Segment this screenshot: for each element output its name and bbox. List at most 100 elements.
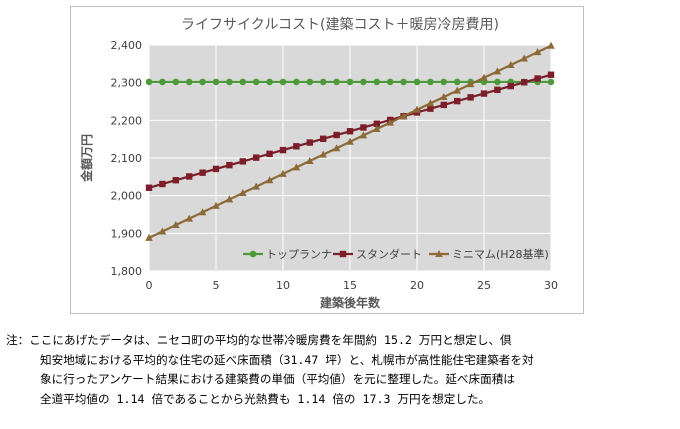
y-tick-label: 2,400 (111, 39, 143, 52)
data-point-series-0 (319, 78, 327, 86)
data-point-series-2 (252, 182, 260, 190)
data-point-series-2 (172, 221, 180, 229)
x-tick-label: 20 (410, 279, 424, 292)
data-point-series-2 (453, 86, 461, 94)
data-point-series-1 (480, 90, 488, 97)
data-point-series-1 (360, 124, 367, 131)
data-point-series-0 (346, 78, 354, 86)
data-point-series-0 (159, 78, 166, 86)
data-point-series-1 (534, 75, 541, 82)
data-point-series-0 (547, 78, 555, 86)
footnote-line: 全道平均値の 1.14 倍であることから光熱費も 1.14 倍の 17.3 万円… (40, 391, 491, 406)
data-point-series-1 (239, 158, 246, 165)
data-point-series-1 (199, 169, 206, 176)
y-tick-label: 2,100 (111, 152, 143, 165)
y-tick-label: 2,300 (111, 77, 143, 90)
data-point-series-1 (212, 165, 220, 173)
x-tick-label: 5 (213, 279, 220, 292)
data-point-series-1 (266, 150, 273, 158)
data-point-series-0 (266, 78, 273, 86)
legend-label: スタンダート (356, 247, 422, 261)
data-point-series-1 (320, 135, 327, 142)
data-point-series-2 (225, 195, 234, 203)
data-point-series-1 (159, 180, 166, 188)
data-point-series-1 (279, 146, 287, 154)
x-axis-label: 建築後年数 (319, 295, 381, 310)
data-point-series-2 (332, 144, 341, 152)
x-tick-label: 25 (477, 279, 491, 292)
footnote-line: 注：ここにあげたデータは、ニセコ町の平均的な世帯冷暖房費を年間約 15.2 万円… (6, 333, 512, 347)
data-point-series-2 (386, 118, 394, 126)
data-point-series-0 (440, 78, 448, 86)
data-point-series-1 (226, 161, 233, 169)
data-point-series-0 (226, 78, 233, 86)
x-tick-label: 15 (343, 279, 357, 292)
data-point-series-1 (521, 79, 528, 86)
legend-marker (339, 250, 347, 258)
data-point-series-0 (494, 78, 501, 86)
chart-container: ライフサイクルコスト(建築コスト＋暖房冷房費用) 1,800 1,900 2,000 2… (70, 6, 584, 314)
data-point-series-1 (440, 101, 447, 109)
data-point-series-2 (265, 176, 274, 184)
data-point-series-0 (373, 78, 381, 86)
data-point-series-0 (145, 78, 153, 86)
data-point-series-2 (466, 80, 475, 88)
data-point-series-1 (427, 105, 434, 112)
data-point-series-2 (239, 189, 247, 197)
data-point-series-2 (185, 214, 193, 222)
y-tick-label: 2,200 (111, 114, 143, 127)
data-point-series-1 (145, 184, 153, 191)
data-point-series-1 (346, 128, 354, 135)
x-tick-label: 10 (276, 279, 290, 292)
data-point-series-2 (158, 227, 167, 235)
data-point-series-0 (386, 78, 394, 86)
data-point-series-2 (440, 92, 448, 100)
data-point-series-1 (547, 71, 555, 78)
legend-marker (249, 250, 257, 258)
data-point-series-2 (212, 201, 220, 209)
data-point-series-2 (413, 105, 421, 113)
data-point-series-0 (400, 78, 407, 86)
chart-title: ライフサイクルコスト(建築コスト＋暖房冷房費用) (181, 17, 499, 33)
data-point-series-2 (306, 157, 314, 165)
data-point-series-2 (399, 112, 408, 120)
data-point-series-2 (426, 99, 435, 107)
data-point-series-1 (333, 131, 340, 139)
data-point-series-1 (467, 94, 474, 101)
line-chart: ライフサイクルコスト(建築コスト＋暖房冷房費用) 1,800 1,900 2,000 2… (79, 17, 558, 310)
footnote-line: 知安地域における平均的な住宅の延べ床面積（31.47 坪）と、札幌市が高性能住宅… (40, 352, 534, 367)
data-point-series-0 (239, 78, 247, 86)
data-point-series-2 (359, 131, 368, 139)
data-point-series-0 (360, 78, 367, 86)
y-tick-label: 1,900 (111, 227, 143, 240)
data-point-series-1 (494, 86, 501, 94)
legend-label: ミニマム(H28基準) (452, 247, 549, 261)
data-point-series-0 (199, 78, 206, 86)
y-axis-label: 金額万円 (79, 134, 94, 183)
footnote: 注：ここにあげたデータは、ニセコ町の平均的な世帯冷暖房費を年間約 15.2 万円… (6, 331, 674, 409)
data-point-series-1 (507, 82, 514, 90)
footnote-line: 象に行ったアンケート結果における建築費の単価（平均値）を元に整理した。延べ床面積… (40, 372, 515, 386)
data-point-series-2 (319, 150, 327, 158)
data-point-series-0 (212, 78, 220, 86)
data-point-series-1 (172, 177, 179, 184)
data-point-series-2 (533, 48, 542, 56)
data-point-series-2 (547, 41, 555, 49)
legend-marker (435, 250, 443, 257)
data-point-series-2 (493, 67, 502, 75)
data-point-series-0 (172, 78, 180, 86)
data-point-series-2 (198, 208, 207, 216)
data-point-series-0 (453, 78, 461, 86)
data-point-series-2 (279, 169, 287, 177)
legend-label: トップランナ (266, 248, 332, 261)
data-point-series-1 (373, 120, 380, 127)
data-point-series-1 (306, 139, 313, 146)
data-point-series-0 (306, 78, 314, 86)
data-point-series-2 (346, 137, 354, 145)
data-point-series-2 (292, 163, 301, 171)
data-point-series-0 (293, 78, 300, 86)
data-point-series-0 (185, 78, 193, 86)
data-point-series-0 (333, 78, 340, 86)
data-point-series-2 (480, 73, 488, 81)
data-point-series-2 (520, 54, 528, 62)
